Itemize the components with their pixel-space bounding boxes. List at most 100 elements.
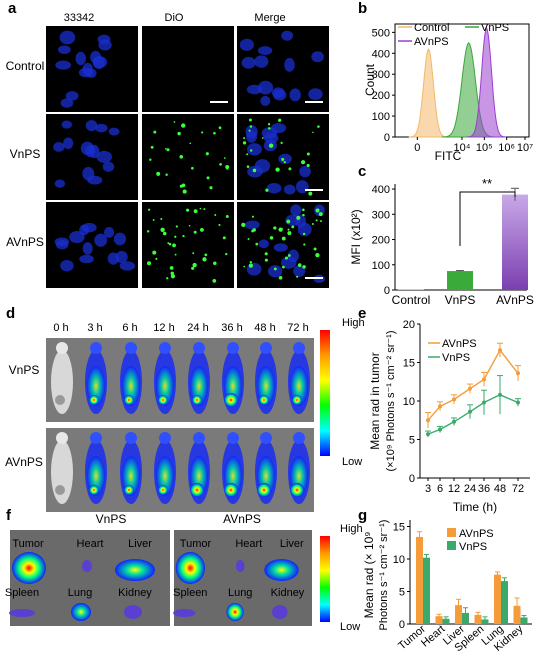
nucleus	[246, 143, 262, 156]
time-label: 72 h	[287, 322, 308, 334]
tumor-site	[55, 485, 65, 495]
dio-signal	[170, 274, 176, 279]
dio-signal	[283, 161, 286, 164]
x-axis-label: Time (h)	[453, 500, 497, 514]
dio-signal	[281, 157, 285, 161]
organ-label: Spleen	[173, 587, 207, 599]
y-tick-label: 100	[372, 111, 390, 123]
dio-signal	[152, 219, 155, 221]
data-point	[482, 400, 486, 405]
organ-heart	[82, 560, 92, 572]
data-point	[516, 371, 520, 376]
nucleus	[299, 165, 311, 178]
micrograph-content	[241, 204, 326, 284]
dio-signal	[246, 165, 250, 168]
histogram-curves	[408, 26, 507, 138]
mouse-image	[288, 342, 310, 414]
nucleus	[295, 180, 309, 194]
dio-signal	[252, 228, 256, 232]
scale-low-label: Low	[340, 621, 360, 633]
y-tick-label: 10	[403, 396, 415, 408]
nucleus	[272, 89, 287, 101]
nucleus	[273, 243, 288, 252]
y-tick-label: 300	[372, 69, 390, 81]
micrograph-content	[149, 121, 230, 194]
significance-marker: **	[482, 176, 492, 191]
dio-signal	[318, 212, 323, 217]
dio-signal	[297, 263, 302, 267]
micrograph-content	[242, 118, 320, 196]
nucleus	[311, 51, 324, 63]
dio-signal	[160, 227, 165, 232]
y-tick-label: 10	[393, 554, 405, 566]
nucleus	[104, 226, 115, 238]
legend-label: VnPS	[481, 22, 509, 34]
micrograph-content	[239, 30, 324, 107]
nucleus	[284, 57, 295, 72]
y-axis-label: Count	[363, 63, 377, 96]
dio-signal	[286, 219, 291, 224]
y-tick-label: 200	[372, 90, 390, 102]
x-tick-label: AVnPS	[496, 293, 534, 307]
dio-signal	[273, 226, 277, 230]
micrograph-tile	[142, 114, 234, 200]
dio-signal	[166, 148, 170, 152]
intensity-colorbar	[320, 330, 330, 456]
dio-signal	[192, 252, 195, 255]
nucleus	[281, 256, 297, 269]
nucleus	[79, 254, 94, 264]
time-label: 36 h	[221, 322, 242, 334]
dio-signal	[284, 256, 289, 260]
tumor-signal	[192, 395, 202, 405]
nucleus	[75, 51, 86, 66]
bar-vnps	[462, 612, 469, 624]
dio-signal	[312, 131, 314, 134]
nucleus	[95, 123, 108, 133]
dio-signal	[241, 222, 246, 227]
dio-signal	[275, 167, 280, 172]
legend: Control AVnPS VnPS	[398, 22, 509, 48]
time-label: 3 h	[87, 322, 102, 334]
bar-vnps	[447, 271, 473, 290]
legend-swatch-avnps	[447, 528, 456, 537]
bar-avnps	[455, 605, 462, 624]
dio-signal	[200, 227, 204, 232]
mouse-images	[46, 338, 314, 512]
microscopy-grid	[46, 26, 329, 288]
y-axis-ticks: 0 5 10 15	[393, 522, 410, 631]
nucleus	[246, 84, 263, 95]
organ-lung	[226, 603, 244, 621]
nucleus	[245, 125, 258, 139]
tumor-site	[55, 395, 65, 405]
tumor-signal	[89, 485, 99, 495]
panel-letter: c	[358, 163, 366, 180]
dio-signal	[296, 215, 301, 220]
nucleus	[82, 166, 95, 181]
nucleus	[107, 252, 119, 265]
dio-signal	[315, 219, 318, 222]
nucleus	[246, 262, 262, 276]
organ-label: Tumor	[12, 538, 44, 550]
data-point	[452, 397, 456, 402]
nucleus	[258, 239, 270, 249]
x-tick-label: Control	[392, 293, 431, 307]
dio-signal	[225, 215, 229, 218]
y-tick-label: 0	[384, 285, 390, 297]
legend: AVnPS VnPS	[447, 528, 494, 553]
dio-signal	[226, 167, 229, 170]
time-label: 48 h	[254, 322, 275, 334]
dio-signal	[273, 267, 277, 271]
dio-signal	[225, 252, 228, 256]
mouse-image	[188, 432, 210, 504]
dio-signal	[147, 261, 152, 266]
dio-signal	[189, 142, 192, 145]
nucleus	[239, 38, 254, 51]
dio-signal	[302, 213, 305, 217]
dio-signal	[193, 230, 197, 234]
organ-tumor	[12, 552, 46, 584]
dio-signal	[203, 208, 206, 211]
dio-signal	[167, 242, 170, 245]
micrograph-content	[54, 222, 136, 272]
y-axis-ticks: 0 100 200 300 400 500	[372, 27, 395, 144]
panel-g: g 0 5 10 15 TumorHeartLiverSpleenLungKidney…	[358, 507, 532, 654]
